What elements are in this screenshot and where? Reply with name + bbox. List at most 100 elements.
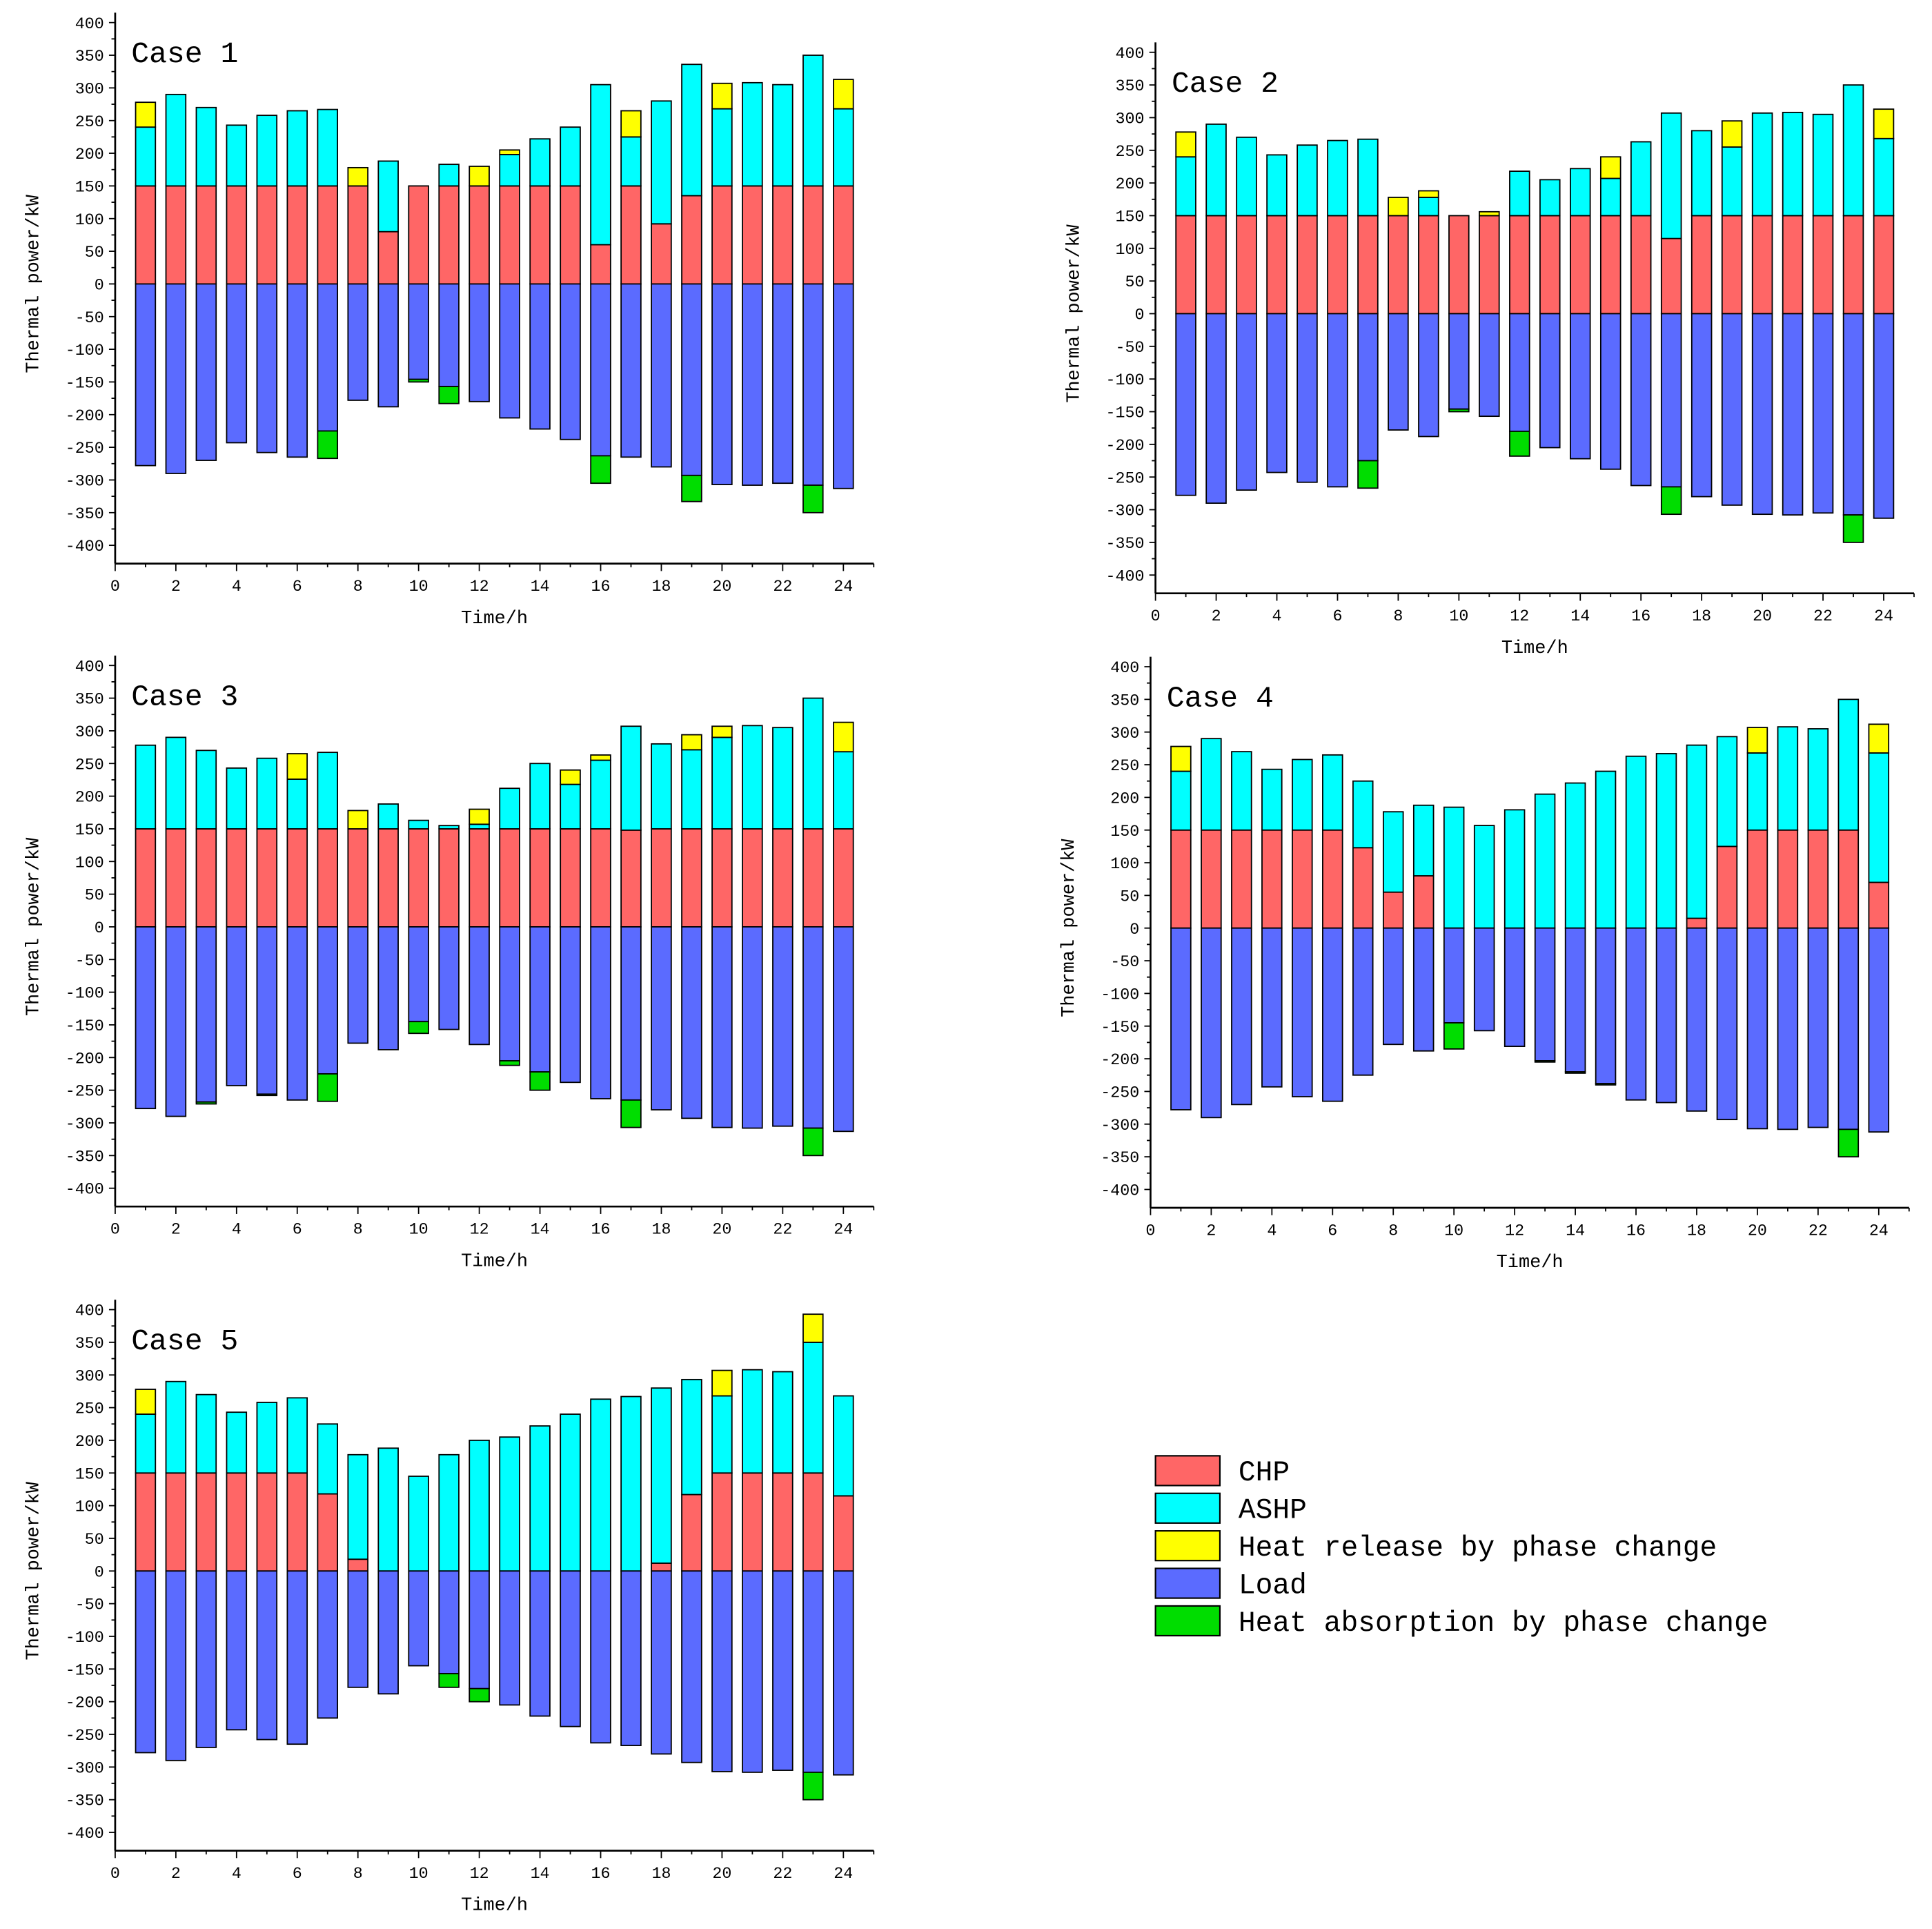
y-tick-label: 300: [75, 1368, 104, 1386]
bar-release-h8: [347, 810, 368, 830]
bar-load-h12: [1509, 313, 1530, 432]
bar-ashp-h14: [1570, 168, 1591, 217]
bar-chp-h5: [256, 185, 278, 285]
x-tick-label: 4: [232, 1222, 241, 1240]
bar-chp-h8: [347, 1558, 368, 1572]
bar-absorb-h14: [529, 1071, 551, 1091]
y-tick-label: 150: [75, 179, 104, 197]
y-tick-label: -350: [1105, 536, 1144, 554]
bar-load-h8: [347, 283, 368, 401]
y-tick-label: 250: [75, 1401, 104, 1419]
y-tick-label: 50: [1125, 274, 1144, 292]
bar-chp-h20: [711, 1472, 733, 1572]
x-tick-label: 16: [1631, 608, 1650, 626]
bar-load-h11: [1473, 927, 1495, 1032]
bar-ashp-h21: [742, 725, 763, 830]
bar-load-h12: [1504, 927, 1526, 1048]
y-tick-label: 0: [1130, 921, 1139, 939]
y-tick-label: 0: [95, 920, 104, 938]
bar-ashp-h21: [1777, 726, 1799, 831]
y-tick-label: -50: [75, 310, 104, 328]
bar-ashp-h5: [1292, 758, 1313, 831]
bar-ashp-h2: [1205, 124, 1227, 217]
bar-absorb-h12: [469, 1687, 490, 1703]
bar-ashp-h22: [772, 727, 793, 830]
bar-load-h3: [1236, 313, 1257, 491]
x-tick-label: 18: [651, 1866, 671, 1883]
bar-absorb-h15: [1595, 1083, 1617, 1086]
bar-load-h4: [226, 1570, 248, 1731]
bar-load-h14: [1564, 927, 1586, 1073]
bar-load-h7: [1357, 313, 1379, 462]
bar-release-h15: [560, 769, 581, 785]
y-tick-label: -50: [75, 1597, 104, 1615]
bar-ashp-h24: [833, 1395, 854, 1497]
bar-load-h24: [833, 283, 854, 489]
bar-release-h24: [1868, 723, 1890, 754]
bar-ashp-h22: [1807, 728, 1829, 831]
x-tick-label: 22: [773, 1866, 792, 1883]
y-tick-label: 250: [1115, 144, 1144, 161]
legend-label-release: Heat release by phase change: [1239, 1533, 1717, 1565]
bar-load-h16: [1630, 313, 1652, 487]
bar-chp-h21: [1777, 829, 1799, 929]
legend-label-load: Load: [1239, 1570, 1307, 1602]
bar-load-h15: [1599, 313, 1621, 470]
y-tick-label: -400: [66, 1825, 104, 1843]
bar-load-h6: [286, 926, 308, 1101]
x-tick-label: 10: [409, 1866, 428, 1883]
bar-chp-h18: [651, 1563, 672, 1572]
bar-absorb-h3: [195, 1101, 217, 1105]
bar-load-h8: [347, 926, 368, 1044]
bar-load-h11: [438, 1570, 460, 1674]
bar-release-h1: [1175, 131, 1196, 158]
y-tick-label: 200: [75, 1433, 104, 1451]
bar-load-h18: [651, 1570, 672, 1755]
x-tick-label: 2: [171, 1866, 181, 1883]
bar-absorb-h13: [1534, 1060, 1556, 1063]
bar-load-h6: [286, 1570, 308, 1745]
bar-ashp-h17: [1660, 112, 1682, 239]
x-tick-label: 6: [293, 1866, 302, 1883]
bar-absorb-h16: [590, 455, 611, 484]
bar-ashp-h15: [560, 1413, 581, 1572]
bar-chp-h17: [620, 829, 642, 928]
bar-chp-h18: [1690, 215, 1713, 315]
bar-ashp-h16: [1630, 141, 1652, 217]
bar-ashp-h24: [833, 108, 854, 187]
bar-ashp-h12: [1509, 170, 1530, 217]
bar-load-h23: [1837, 927, 1860, 1130]
bar-chp-h5: [256, 828, 278, 928]
bar-ashp-h14: [1564, 782, 1586, 929]
bar-absorb-h10: [1443, 1022, 1465, 1050]
bar-load-h23: [802, 283, 824, 486]
y-axis-label: Thermal power/kW: [1064, 224, 1085, 402]
bar-ashp-h5: [256, 115, 278, 187]
bar-chp-h24: [1873, 215, 1895, 315]
bar-ashp-h21: [742, 1369, 763, 1474]
x-tick-label: 20: [1748, 1222, 1767, 1240]
bar-load-h5: [1297, 313, 1318, 483]
y-tick-label: 100: [1110, 856, 1139, 874]
bar-chp-h4: [1266, 215, 1288, 315]
chart-panel-4: -400-350-300-250-200-150-100-50050100150…: [1059, 656, 1910, 1273]
legend-label-chp: CHP: [1239, 1458, 1290, 1489]
panel-title: Case 3: [131, 680, 238, 714]
bar-absorb-h10: [408, 378, 429, 383]
x-tick-label: 12: [470, 578, 489, 596]
y-tick-label: 0: [95, 277, 104, 295]
y-tick-label: -100: [1101, 987, 1139, 1005]
bar-load-h22: [772, 926, 793, 1127]
bar-release-h20: [711, 1369, 733, 1397]
x-tick-label: 12: [1505, 1222, 1524, 1240]
bar-chp-h19: [681, 1494, 702, 1572]
y-tick-label: -100: [66, 342, 104, 360]
bar-load-h21: [742, 926, 763, 1129]
bar-chp-h4: [226, 828, 248, 928]
y-tick-label: 150: [1115, 209, 1144, 227]
bar-absorb-h7: [317, 1073, 339, 1102]
bar-load-h11: [438, 283, 460, 387]
x-tick-label: 20: [712, 578, 731, 596]
y-tick-label: 0: [1134, 307, 1144, 325]
